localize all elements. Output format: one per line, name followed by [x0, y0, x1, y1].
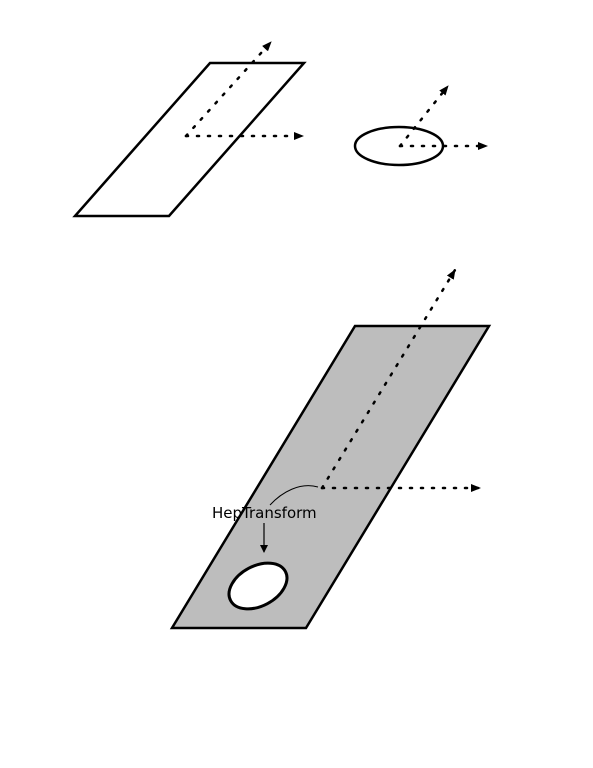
combined-plane-group: HepTransform	[169, 268, 492, 630]
transform-connector-curve	[269, 485, 319, 506]
ellipse-group	[353, 84, 489, 167]
hole-ellipse	[227, 561, 289, 611]
heptransform-label: HepTransform	[212, 504, 317, 522]
ellipse-axis-y-arrow	[398, 84, 450, 148]
combined-plane	[169, 324, 492, 630]
plane-axis-y-arrow	[184, 40, 273, 138]
plane-outline	[72, 61, 307, 218]
plane-outline-group	[72, 40, 307, 218]
